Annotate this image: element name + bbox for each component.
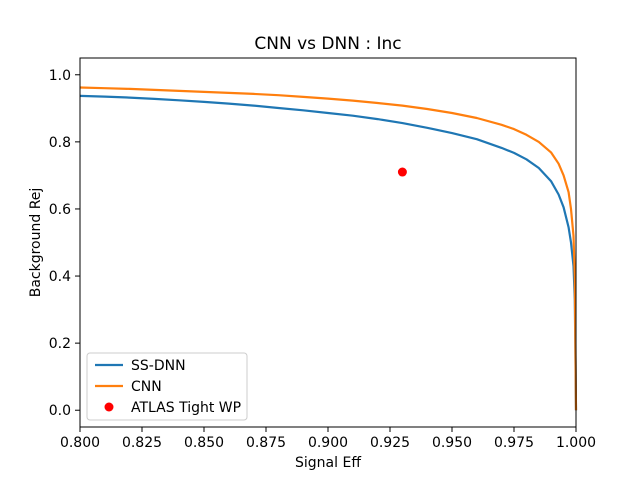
y-tick-label: 0.6 (49, 202, 71, 218)
x-tick-label: 0.950 (432, 435, 472, 451)
y-tick-label: 0.4 (49, 269, 71, 285)
series-layer (79, 86, 578, 411)
y-axis-ticks: 0.0 0.2 0.4 0.6 0.8 1.0 (49, 68, 80, 419)
y-tick-label: 0.8 (49, 135, 71, 151)
legend-swatch-atlas-tight-wp (104, 402, 114, 412)
y-tick-label: 0.0 (49, 403, 71, 419)
x-tick-label: 1.000 (556, 435, 596, 451)
legend-label-ss-dnn: SS-DNN (131, 358, 186, 374)
x-tick-label: 0.900 (308, 435, 348, 451)
y-axis-label: Background Rej (28, 188, 44, 298)
y-tick-label: 1.0 (49, 68, 71, 84)
atlas-tight-wp-point (397, 167, 407, 177)
legend-box (86, 352, 248, 421)
cnn-line (79, 86, 578, 411)
x-tick-label: 0.800 (60, 435, 100, 451)
x-axis-label: Signal Eff (295, 455, 361, 471)
x-axis-ticks: 0.800 0.825 0.850 0.875 0.900 0.925 0.950 0.975… (60, 427, 596, 451)
ss-dnn-line (79, 94, 578, 411)
legend-label-cnn: CNN (131, 379, 162, 395)
chart-title: CNN vs DNN : Inc (254, 34, 401, 54)
y-tick-label: 0.2 (49, 336, 71, 352)
x-tick-label: 0.825 (122, 435, 162, 451)
x-tick-label: 0.975 (494, 435, 534, 451)
x-tick-label: 0.925 (370, 435, 410, 451)
legend: SS-DNN CNN ATLAS Tight WP (86, 352, 248, 421)
x-tick-label: 0.850 (184, 435, 224, 451)
x-tick-label: 0.875 (246, 435, 286, 451)
legend-label-atlas-tight-wp: ATLAS Tight WP (131, 400, 241, 416)
